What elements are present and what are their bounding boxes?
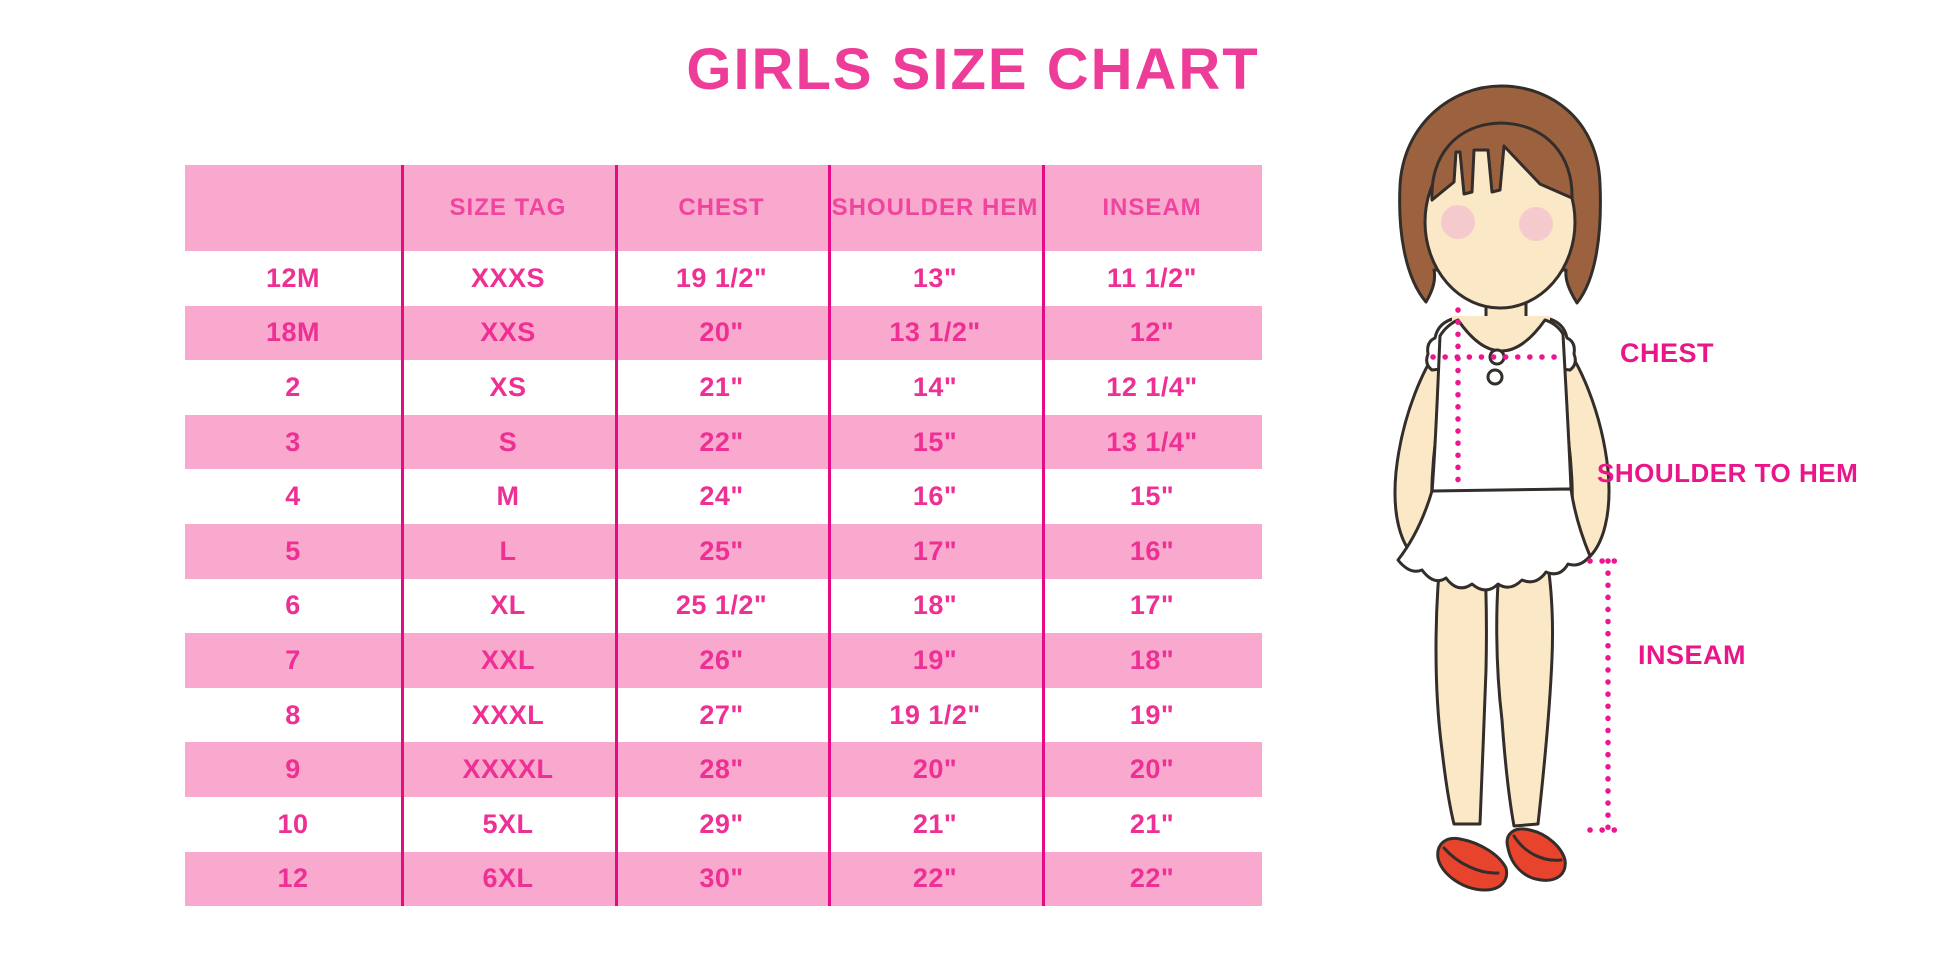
table-cell: 19" (828, 633, 1042, 688)
table-cell: L (401, 523, 615, 579)
inseam-label: INSEAM (1638, 640, 1747, 670)
table-cell: 17" (1129, 590, 1175, 621)
table-cell: 26" (615, 633, 828, 688)
shoe-left (1436, 836, 1509, 892)
page-title: GIRLS SIZE CHART (686, 37, 1260, 102)
table-header-cell: SIZE TAG (401, 165, 615, 251)
table-cell: S (401, 414, 615, 470)
table-cell: 10 (277, 808, 309, 839)
table-cell: XXXS (470, 262, 546, 293)
table-cell: 13 1/4" (1042, 414, 1262, 470)
table-cell: 16" (1042, 523, 1262, 579)
table-cell: 28" (615, 742, 828, 797)
table-cell: 8 (285, 699, 301, 730)
table-cell: 7 (185, 633, 401, 688)
table-cell: 13 1/2" (828, 305, 1042, 361)
table-header-cell: SHOULDER HEM (828, 165, 1042, 251)
table-cell: 20" (615, 305, 828, 361)
bodice (1430, 318, 1573, 494)
table-cell: 18" (912, 590, 958, 621)
table-cell: 29" (699, 808, 744, 839)
table-cell: 6XL (401, 851, 615, 907)
table-cell: 9 (185, 742, 401, 797)
girl-figure-svg (1393, 84, 1629, 892)
table-cell: 21" (912, 808, 958, 839)
table-cell: 17" (828, 523, 1042, 579)
table-header-cell: INSEAM (1042, 165, 1262, 251)
table-cell: 20" (1042, 742, 1262, 797)
table-cell: 19" (1129, 699, 1175, 730)
column-separator (401, 165, 404, 906)
bangs (1430, 121, 1574, 202)
table-cell: M (496, 481, 520, 512)
table-cell: XS (489, 371, 527, 402)
table-cell: 6 (285, 590, 301, 621)
table-cell: 12 1/4" (1106, 371, 1198, 402)
button-bottom (1486, 368, 1504, 386)
table-cell: 25 1/2" (675, 590, 768, 621)
skirt (1396, 487, 1592, 592)
leg-right (1495, 542, 1555, 828)
shoe-right-strap (1512, 834, 1563, 862)
table-cell: 4 (285, 481, 301, 512)
table-cell: 16" (912, 481, 958, 512)
table-cell: 27" (699, 699, 744, 730)
table-cell: 19 1/2" (675, 262, 768, 293)
table-corner-cell (185, 165, 401, 251)
table-cell: 2 (285, 371, 301, 402)
table-cell: 19 1/2" (889, 699, 981, 730)
table-cell: 3 (185, 414, 401, 470)
table-cell: 12 (185, 851, 401, 907)
table-cell: 22" (1042, 851, 1262, 907)
chest-label: CHEST (1620, 338, 1715, 368)
blush-left (1441, 205, 1475, 239)
table-cell: XXL (401, 633, 615, 688)
table-cell: 22" (828, 851, 1042, 907)
table-cell: 15" (828, 414, 1042, 470)
table-cell: 20" (828, 742, 1042, 797)
leg-left (1434, 540, 1488, 826)
table-cell: 15" (1129, 481, 1175, 512)
table-cell: 13" (912, 262, 958, 293)
table-cell: 12" (1042, 305, 1262, 361)
table-cell: 12M (265, 262, 321, 293)
table-cell: XL (490, 590, 526, 621)
table-cell: 18M (185, 305, 401, 361)
table-cell: 5XL (482, 808, 534, 839)
table-cell: 18" (1042, 633, 1262, 688)
size-table: SIZE TAG CHEST SHOULDER HEM INSEAM 12M XXXS 19… (185, 165, 1262, 907)
table-cell: 24" (699, 481, 744, 512)
shoulder-to-hem-label: SHOULDER TO HEM (1597, 458, 1859, 488)
table-cell: XXXL (471, 699, 545, 730)
column-separator (828, 165, 831, 906)
blush-right (1519, 207, 1553, 241)
table-cell: 14" (912, 371, 958, 402)
table-cell: 11 1/2" (1107, 262, 1197, 293)
table-header-cell: CHEST (615, 165, 828, 251)
table-cell: 22" (615, 414, 828, 470)
table-cell: XXXXL (401, 742, 615, 797)
table-cell: 5 (185, 523, 401, 579)
girl-figure-illustration (1340, 70, 1840, 930)
table-cell: XXS (401, 305, 615, 361)
column-separator (1042, 165, 1045, 906)
shoe-left-strap (1442, 846, 1500, 875)
table-cell: 30" (615, 851, 828, 907)
table-cell: 21" (699, 371, 744, 402)
table-cell: 25" (615, 523, 828, 579)
column-separator (615, 165, 618, 906)
table-cell: 21" (1129, 808, 1175, 839)
